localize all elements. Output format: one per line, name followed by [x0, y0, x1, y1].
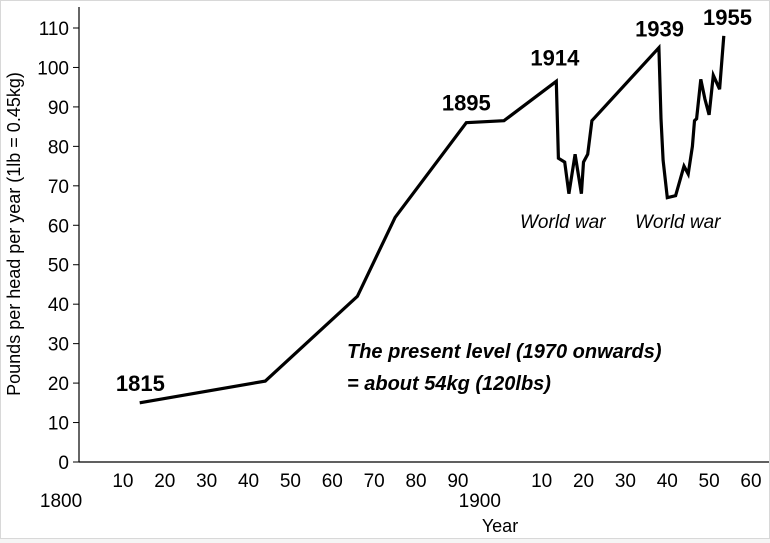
year-callouts: 1815 1895 1914 1939 1955: [116, 5, 752, 396]
x-tick-label: 60: [740, 471, 761, 492]
x-tick-labels: 10 20 30 40 50 60 70 80 90 10 20 30 40 50 60: [112, 471, 761, 492]
x-tick-label: 10: [112, 471, 133, 492]
y-tick-label: 60: [48, 216, 69, 237]
x-tick-label: 30: [196, 471, 217, 492]
present-level-note: The present level (1970 onwards): [347, 341, 662, 363]
year-callout-1815: 1815: [116, 371, 165, 396]
x-tick-label: 40: [657, 471, 678, 492]
x-tick-label: 50: [699, 471, 720, 492]
y-tick-label: 100: [37, 58, 69, 79]
y-tick-label: 40: [48, 295, 69, 316]
x-tick-label: 60: [322, 471, 343, 492]
y-tick-label: 110: [39, 19, 69, 40]
world-war-2-label: World war: [635, 212, 721, 233]
y-tick-label: 70: [48, 177, 69, 198]
y-axis-title: Pounds per head per year (1lb = 0.45kg): [4, 72, 24, 396]
world-war-1-label: World war: [520, 212, 606, 233]
sugar-consumption-line: [139, 35, 726, 405]
y-tick-label: 10: [48, 414, 69, 435]
y-tick-label: 80: [48, 137, 69, 158]
x-tick-label: 40: [238, 471, 259, 492]
year-callout-1914: 1914: [530, 45, 580, 70]
y-tick-label: 30: [48, 335, 69, 356]
y-tick-label: 90: [48, 98, 69, 119]
x-tick-label: 10: [531, 471, 552, 492]
century-label: 1900: [459, 491, 501, 512]
y-tick-labels: 0 10 20 30 40 50 60 70 80 90 100 110: [37, 19, 79, 474]
y-tick-label: 50: [48, 256, 69, 277]
y-tick-label: 0: [58, 453, 69, 474]
year-callout-1955: 1955: [703, 5, 752, 30]
x-tick-label: 70: [364, 471, 385, 492]
year-callout-1895: 1895: [442, 91, 491, 116]
present-level-note-kg: = about 54kg (120lbs): [347, 373, 551, 395]
x-tick-label: 20: [573, 471, 594, 492]
x-tick-label: 20: [154, 471, 175, 492]
x-tick-label: 30: [615, 471, 636, 492]
y-tick-label: 20: [48, 374, 69, 395]
century-labels: 1800 1900: [40, 491, 501, 512]
year-callout-1939: 1939: [635, 17, 684, 42]
x-tick-label: 80: [405, 471, 426, 492]
x-axis-title: Year: [482, 516, 518, 536]
x-tick-label: 90: [447, 471, 468, 492]
century-label: 1800: [40, 491, 82, 512]
x-tick-label: 50: [280, 471, 301, 492]
